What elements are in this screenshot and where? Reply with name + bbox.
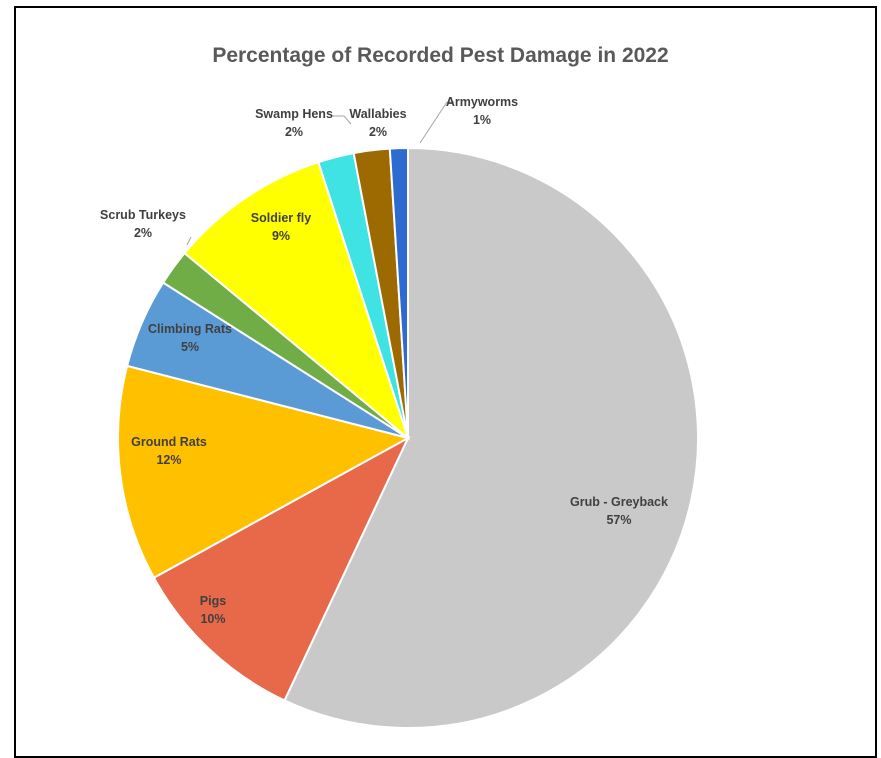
slice-label-scrub-turkeys: Scrub Turkeys xyxy=(100,208,186,222)
pie-slice-pigs xyxy=(152,435,411,702)
slice-value-soldier-fly: 9% xyxy=(272,229,290,243)
slice-label-swamp-hens: Swamp Hens xyxy=(255,107,333,121)
leader-line-armyworms xyxy=(419,101,454,144)
slice-value-pigs: 10% xyxy=(200,612,225,626)
slice-label-soldier-fly: Soldier fly xyxy=(251,211,311,225)
slice-label-climbing-rats: Climbing Rats xyxy=(148,322,232,336)
leader-line-swamp-hens xyxy=(331,115,352,125)
slice-label-armyworms: Armyworms xyxy=(446,95,518,109)
slice-value-ground-rats: 12% xyxy=(156,453,181,467)
pie-slice-ground-rats xyxy=(117,364,411,580)
slice-value-wallabies: 2% xyxy=(369,125,387,139)
slice-label-wallabies: Wallabies xyxy=(349,107,406,121)
slice-value-scrub-turkeys: 2% xyxy=(134,226,152,240)
slice-value-swamp-hens: 2% xyxy=(285,125,303,139)
slice-label-pigs: Pigs xyxy=(200,594,226,608)
slice-value-climbing-rats: 5% xyxy=(181,340,199,354)
pie-slice-armyworms xyxy=(388,146,409,439)
slice-value-armyworms: 1% xyxy=(473,113,491,127)
slice-label-grub-greyback: Grub - Greyback xyxy=(570,495,668,509)
pie-slice-grub-greyback xyxy=(283,146,699,729)
chart-title: Percentage of Recorded Pest Damage in 20… xyxy=(212,44,669,67)
leader-line-scrub-turkeys xyxy=(186,236,192,246)
pie-slice-soldier-fly xyxy=(183,160,411,441)
slice-value-grub-greyback: 57% xyxy=(606,513,631,527)
slice-label-ground-rats: Ground Rats xyxy=(131,435,207,449)
